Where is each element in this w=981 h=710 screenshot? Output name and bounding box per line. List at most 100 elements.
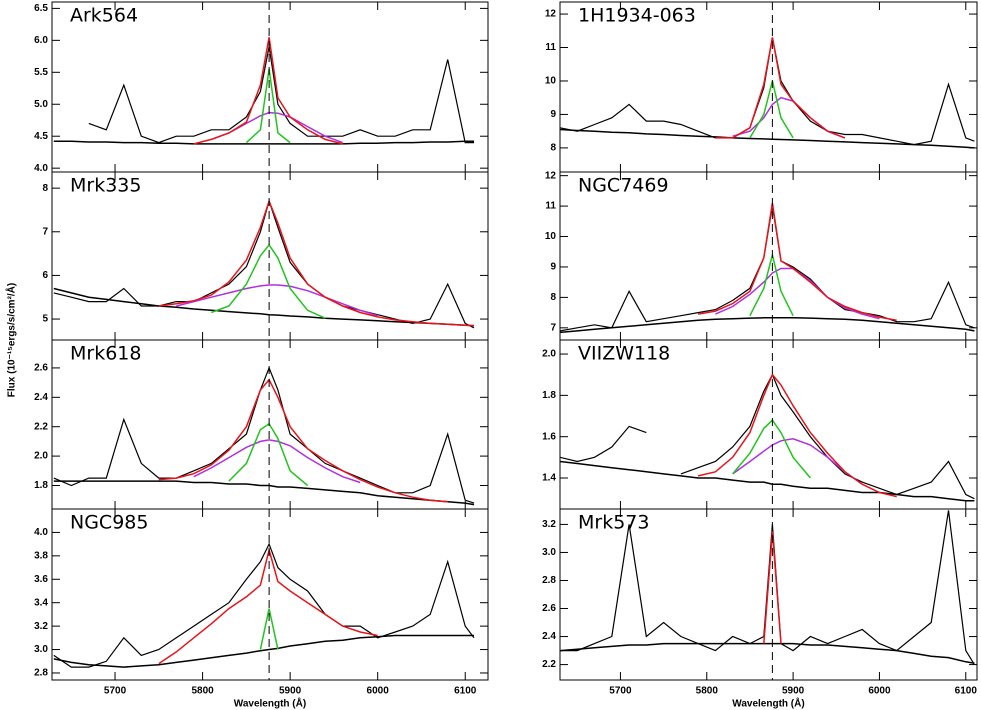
plot-area	[53, 2, 474, 172]
y-tick-label: 2.4	[34, 392, 48, 403]
x-tick-label: 5700	[609, 686, 632, 697]
spectrum-line	[53, 287, 475, 327]
spectrum-line	[88, 46, 474, 144]
panel: 7 8 9 10 11 12 NGC7469	[545, 170, 978, 341]
plot-area	[53, 509, 475, 680]
panel: 8 9 10 11 12 1H1934-063	[545, 1, 978, 173]
x-tick-label: 6100	[454, 686, 477, 697]
spectrum-line	[560, 510, 975, 665]
spectrum-line	[193, 439, 361, 484]
spectrum-line	[53, 140, 474, 145]
spectrum-line	[53, 634, 474, 668]
y-tick-label: 3.0	[542, 547, 556, 558]
y-tick-label: 10	[545, 76, 557, 87]
y-tick-label: 8	[550, 143, 556, 154]
spectrum-line	[53, 366, 475, 504]
x-tick-label: 5800	[696, 686, 719, 697]
y-tick-label: 5.5	[34, 67, 48, 78]
panel-title: Mrk618	[70, 343, 141, 365]
panel: 2.2 2.4 2.6 2.8 3.0 3.2 5700 5800 5900 6000 6100 Mr…	[542, 508, 978, 710]
frame	[559, 508, 978, 681]
x-axis-label: Wavelength (Å)	[732, 697, 804, 710]
spectrum-line	[560, 206, 975, 332]
spectrum-line	[560, 642, 975, 664]
y-tick-label: 3.0	[34, 644, 48, 655]
spectrum-line	[560, 128, 975, 149]
panel-title: Mrk335	[70, 175, 141, 197]
y-tick-label: 11	[545, 42, 556, 53]
x-tick-label: 5900	[279, 686, 302, 697]
y-tick-label: 2.0	[34, 451, 48, 462]
frame	[51, 508, 489, 681]
y-tick-label: 2.2	[542, 659, 556, 670]
x-tick-label: 6000	[868, 686, 891, 697]
x-tick-label: 6000	[367, 686, 390, 697]
y-tick-label: 1.8	[542, 390, 556, 401]
y-tick-label: 12	[545, 9, 557, 20]
y-tick-label: 4.0	[34, 163, 48, 174]
panel-title: VIIZW118	[578, 343, 670, 365]
y-tick-label: 4.5	[34, 131, 48, 142]
panel-title: 1H1934-063	[578, 5, 696, 27]
x-tick-label: 5800	[191, 686, 214, 697]
y-tick-label: 3.4	[34, 597, 48, 608]
y-tick-label: 9	[550, 109, 556, 120]
frame	[559, 171, 978, 341]
y-axis-label: Flux (10⁻¹⁵ergs/s/cm²/Å)	[5, 283, 18, 397]
plot-area	[53, 172, 475, 340]
y-tick-label: 3.8	[34, 550, 48, 561]
spectrum-line	[158, 547, 378, 665]
y-tick-label: 7	[550, 322, 556, 333]
plot-area	[560, 340, 975, 509]
x-tick-label: 6100	[955, 686, 978, 697]
spectrum-line	[715, 267, 880, 320]
y-tick-label: 8	[550, 292, 556, 303]
y-tick-label: 2.2	[34, 421, 48, 432]
spectrum-line	[560, 460, 975, 502]
frame	[559, 1, 978, 173]
x-axis-label: Wavelength (Å)	[234, 697, 306, 710]
y-tick-label: 1.8	[34, 480, 48, 491]
panel-title: NGC7469	[578, 175, 669, 197]
spectrum-line	[732, 419, 811, 479]
y-tick-label: 2.8	[34, 668, 48, 679]
y-tick-label: 5.0	[34, 99, 48, 110]
panel-title: Ark564	[70, 5, 138, 27]
spectrum-line	[176, 284, 378, 317]
y-tick-label: 12	[545, 170, 557, 181]
y-tick-label: 1.6	[542, 431, 556, 442]
spectrum-line	[763, 531, 782, 644]
spectrum-line	[158, 378, 448, 503]
y-tick-label: 11	[545, 201, 556, 212]
panel: 4.0 4.5 5.0 5.5 6.0 6.5 Ark564 Flux (10⁻¹⁵ergs/…	[5, 1, 489, 397]
y-tick-label: 10	[545, 231, 557, 242]
y-tick-label: 2.0	[542, 349, 556, 360]
plot-area	[560, 509, 975, 680]
panel-title: Mrk573	[578, 512, 649, 534]
spectrum-line	[697, 373, 897, 498]
y-tick-label: 3.2	[542, 519, 556, 530]
y-tick-label: 3.2	[34, 621, 48, 632]
y-tick-label: 2.6	[34, 363, 48, 374]
panel: 2.8 3.0 3.2 3.4 3.6 3.8 4.0 5700 5800 5900 6000 610…	[34, 508, 489, 710]
y-tick-label: 8	[42, 183, 48, 194]
x-tick-label: 5900	[782, 686, 805, 697]
panel: 1.8 2.0 2.2 2.4 2.6 Mrk618	[34, 339, 489, 510]
spectrum-line	[560, 37, 975, 146]
y-tick-label: 7	[42, 226, 48, 237]
plot-area	[560, 2, 975, 172]
y-tick-label: 6	[42, 270, 48, 281]
panel-title: NGC985	[70, 512, 148, 534]
y-tick-label: 3.6	[34, 574, 48, 585]
y-tick-label: 4.0	[34, 527, 48, 538]
y-tick-label: 2.4	[542, 631, 556, 642]
spectrum-line	[697, 202, 897, 321]
spectrum-line	[53, 542, 475, 668]
spectrum-line	[560, 373, 975, 500]
panel: 5 6 7 8 Mrk335	[42, 171, 489, 341]
x-tick-label: 5700	[104, 686, 127, 697]
y-tick-label: 2.8	[542, 575, 556, 586]
spectrum-line	[732, 438, 863, 485]
y-tick-label: 6.5	[34, 3, 48, 14]
